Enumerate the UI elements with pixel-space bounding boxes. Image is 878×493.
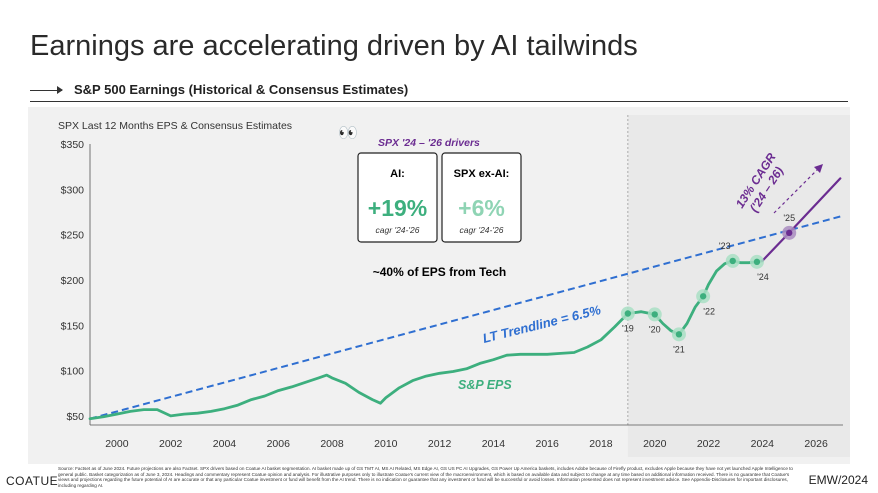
- year-marker-dot: [699, 293, 707, 300]
- year-marker-dot: [651, 311, 658, 318]
- y-tick-label: $100: [61, 366, 85, 378]
- subtitle-divider: [30, 101, 848, 102]
- cagr-arrow-icon: [773, 168, 819, 214]
- year-marker-dot: [624, 310, 632, 317]
- arrow-right-icon: [30, 86, 63, 94]
- year-marker-dot: [675, 331, 683, 338]
- x-tick-label: 2008: [320, 438, 344, 450]
- x-tick-label: 2024: [751, 438, 775, 450]
- exai-driver-note: cagr '24-'26: [460, 225, 504, 235]
- chart-panel: $50 $100 $150 $200 $250 $300 $350 2000 2002 2004…: [28, 107, 850, 464]
- x-tick-label: 2026: [804, 438, 828, 450]
- ai-driver-note: cagr '24-'26: [376, 225, 420, 235]
- x-tick-label: 2010: [374, 438, 398, 450]
- year-marker-label: '22: [703, 306, 715, 316]
- year-marker-label: '20: [649, 324, 661, 334]
- y-tick-label: $150: [61, 320, 85, 332]
- trendline: [89, 215, 841, 420]
- y-tick-label: $300: [61, 184, 85, 196]
- x-tick-label: 2000: [105, 438, 129, 450]
- eps-series-line: [88, 259, 764, 421]
- x-tick-label: 2014: [482, 438, 506, 450]
- year-marker-label: '21: [673, 344, 685, 354]
- x-tick-label: 2012: [428, 438, 452, 450]
- y-tick-label: $350: [61, 139, 85, 151]
- y-tick-labels: $50 $100 $150 $200 $250 $300 $350: [61, 139, 85, 423]
- exai-driver-box: SPX ex-AI: +6% cagr '24-'26: [441, 152, 522, 243]
- tech-share-note: ~40% of EPS from Tech: [373, 265, 506, 279]
- year-marker-dot: [729, 257, 736, 265]
- year-markers: '19 '20 '21 '22 '23 '24 '25: [620, 213, 797, 354]
- exai-driver-value: +6%: [458, 195, 505, 221]
- year-marker-label: '19: [622, 324, 634, 334]
- eyes-emoji-icon: 👀: [338, 125, 358, 142]
- x-tick-label: 2002: [159, 438, 183, 450]
- x-tick-labels: 2000 2002 2004 2006 2008 2010 2012 2014 2016 2018…: [105, 438, 828, 450]
- eps-chart: $50 $100 $150 $200 $250 $300 $350 2000 2002 2004…: [58, 115, 850, 457]
- forecast-shade: [627, 115, 850, 457]
- page-title: Earnings are accelerating driven by AI t…: [30, 30, 638, 62]
- y-tick-label: $250: [61, 230, 85, 242]
- x-tick-label: 2018: [589, 438, 613, 450]
- year-marker-dot: [786, 229, 793, 237]
- x-tick-label: 2004: [213, 438, 237, 450]
- x-tick-label: 2006: [267, 438, 291, 450]
- x-tick-label: 2022: [697, 438, 721, 450]
- y-tick-label: $200: [61, 275, 85, 287]
- ai-driver-label: AI:: [390, 168, 405, 180]
- source-footnote: Source: Factset as of June 2024. Future …: [58, 466, 793, 488]
- eps-series-label: S&P EPS: [458, 378, 512, 392]
- ai-driver-box: AI: +19% cagr '24-'26: [357, 152, 438, 243]
- coatue-logo: COATUE: [6, 474, 59, 488]
- year-marker-dot: [753, 258, 761, 266]
- year-marker-label: '25: [783, 213, 795, 223]
- cagr-arrowhead-icon: [814, 164, 823, 173]
- subtitle-row: S&P 500 Earnings (Historical & Consensus…: [30, 82, 850, 102]
- drivers-title: SPX '24 – '26 drivers: [378, 137, 480, 149]
- chart-section-title: S&P 500 Earnings (Historical & Consensus…: [74, 82, 409, 97]
- year-marker-label: '24: [757, 272, 769, 282]
- chart-title: SPX Last 12 Months EPS & Consensus Estim…: [58, 120, 292, 132]
- event-logo: EMW/2024: [808, 473, 868, 487]
- x-tick-label: 2016: [535, 438, 559, 450]
- year-marker-label: '23: [719, 241, 731, 251]
- ai-driver-value: +19%: [368, 195, 427, 221]
- exai-driver-label: SPX ex-AI:: [454, 168, 510, 180]
- y-tick-label: $50: [66, 411, 84, 423]
- x-tick-label: 2020: [643, 438, 667, 450]
